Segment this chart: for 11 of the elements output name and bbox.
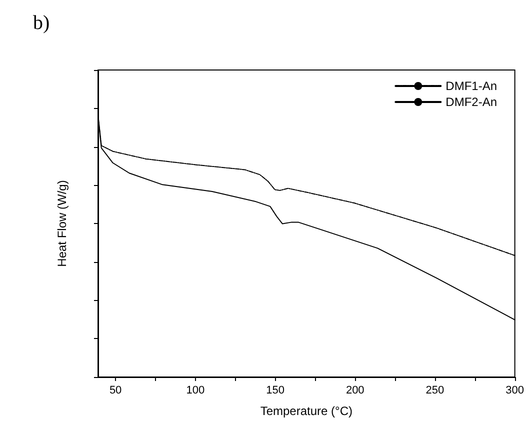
x-tick-label: 250 xyxy=(426,384,444,396)
legend-label: DMF2-An xyxy=(446,95,498,109)
x-tick-label: 100 xyxy=(186,384,205,396)
legend-label: DMF1-An xyxy=(446,79,498,93)
x-tick-label: 150 xyxy=(266,384,284,396)
x-tick-label: 50 xyxy=(109,384,122,396)
x-tick-label: 300 xyxy=(506,384,524,396)
x-tick-label: 200 xyxy=(346,384,364,396)
x-axis-title: Temperature (°C) xyxy=(260,404,352,418)
y-axis-title: Heat Flow (W/g) xyxy=(55,180,69,267)
chart-title: b) xyxy=(33,12,50,34)
